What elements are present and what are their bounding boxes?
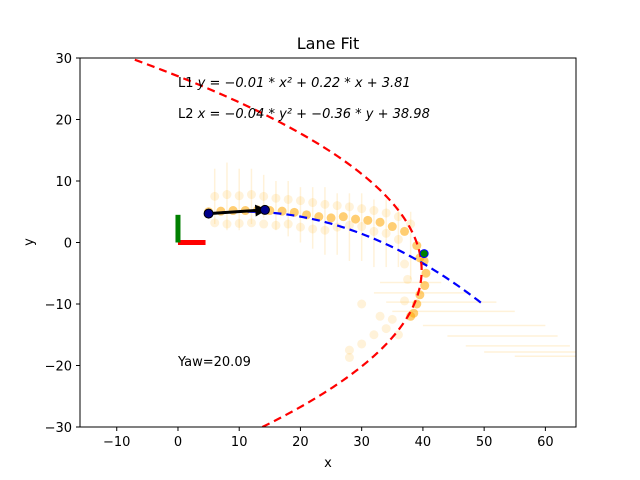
y-tick-label: 10 xyxy=(55,175,72,190)
faint-point xyxy=(344,353,354,363)
faint-point xyxy=(320,199,330,209)
plot-area xyxy=(129,58,576,427)
faint-point xyxy=(332,201,342,211)
faint-point xyxy=(234,191,244,201)
y-tick-label: 30 xyxy=(55,52,72,67)
faint-point xyxy=(271,193,281,203)
x-tick-label: 10 xyxy=(231,435,248,450)
strong-point xyxy=(338,212,348,222)
faint-point xyxy=(375,311,385,321)
x-tick-label: 40 xyxy=(415,435,432,450)
strong-point xyxy=(363,215,373,225)
faint-point xyxy=(400,296,410,306)
strong-point xyxy=(351,214,361,224)
y-tick-label: 0 xyxy=(64,237,72,252)
faint-point xyxy=(295,196,305,206)
x-tick-label: 0 xyxy=(174,435,182,450)
x-tick-label: −10 xyxy=(103,435,130,450)
strong-point xyxy=(420,281,430,291)
faint-error-bars xyxy=(213,162,576,358)
faint-point xyxy=(222,190,232,200)
l1-equation: L1 y = −0.01 * x² + 0.22 * x + 3.81 xyxy=(178,76,411,91)
x-tick-label: 20 xyxy=(292,435,309,450)
y-tick-label: −20 xyxy=(45,360,72,375)
faint-point xyxy=(344,220,354,230)
faint-point xyxy=(246,190,256,200)
faint-point xyxy=(295,222,305,232)
faint-point xyxy=(357,222,367,232)
faint-point xyxy=(246,218,256,228)
faint-point xyxy=(393,234,403,244)
faint-point xyxy=(369,206,379,216)
faint-point xyxy=(381,208,391,218)
x-axis-label: x xyxy=(324,456,332,471)
faint-point xyxy=(344,345,354,355)
strong-point xyxy=(387,222,397,232)
heading-arrow xyxy=(208,204,268,217)
l2-formula: x = −0.04 * y² + −0.36 * y + 38.98 xyxy=(197,107,430,122)
faint-point xyxy=(332,222,342,232)
l1-formula: y = −0.01 * x² + 0.22 * x + 3.81 xyxy=(197,76,411,91)
l2-equation: L2 x = −0.04 * y² + −0.36 * y + 38.98 xyxy=(178,107,430,122)
y-axis-label: y xyxy=(22,238,37,246)
faint-point xyxy=(259,219,269,229)
faint-point xyxy=(369,330,379,340)
x-tick-label: 60 xyxy=(537,435,554,450)
faint-point xyxy=(357,339,367,349)
faint-point xyxy=(357,299,367,309)
strong-point xyxy=(400,226,410,236)
x-axis-ticks: −10 0 10 20 30 40 50 60 xyxy=(103,427,554,450)
l1-prefix: L1 xyxy=(178,76,198,91)
strong-point xyxy=(375,217,385,227)
y-axis-ticks: −30 −20 −10 0 10 20 30 xyxy=(45,52,80,436)
chart-title: Lane Fit xyxy=(297,34,360,53)
faint-point xyxy=(234,218,244,228)
faint-point xyxy=(210,191,220,201)
faint-point xyxy=(393,212,403,222)
faint-point xyxy=(381,324,391,334)
faint-point xyxy=(308,224,318,234)
fit-endpoints xyxy=(203,204,270,219)
faint-point xyxy=(357,204,367,214)
strong-point xyxy=(326,213,336,223)
fit-endpoint xyxy=(203,208,214,219)
fit-endpoint xyxy=(259,204,270,215)
strong-points xyxy=(204,205,431,321)
faint-point xyxy=(320,225,330,235)
faint-point xyxy=(283,194,293,204)
y-tick-label: −10 xyxy=(45,298,72,313)
faint-point xyxy=(259,191,269,201)
x-tick-label: 50 xyxy=(476,435,493,450)
l2-prefix: L2 xyxy=(178,107,198,122)
yaw-label: Yaw=20.09 xyxy=(177,355,251,370)
faint-point xyxy=(344,202,354,212)
faint-point xyxy=(210,218,220,228)
curve-l2 xyxy=(129,58,423,427)
y-tick-label: −30 xyxy=(45,421,72,436)
faint-point xyxy=(400,259,410,269)
faint-point xyxy=(271,220,281,230)
strong-point xyxy=(421,268,431,278)
strong-point xyxy=(412,241,422,251)
faint-point xyxy=(403,274,413,284)
faint-point xyxy=(283,219,293,229)
intersection-point xyxy=(419,249,429,259)
faint-point xyxy=(222,219,232,229)
x-tick-label: 30 xyxy=(353,435,370,450)
faint-point xyxy=(308,198,318,208)
faint-point xyxy=(381,228,391,238)
faint-point xyxy=(393,330,403,340)
faint-point xyxy=(369,226,379,236)
y-tick-label: 20 xyxy=(55,114,72,129)
faint-point xyxy=(387,314,397,324)
faint-points xyxy=(210,190,416,363)
